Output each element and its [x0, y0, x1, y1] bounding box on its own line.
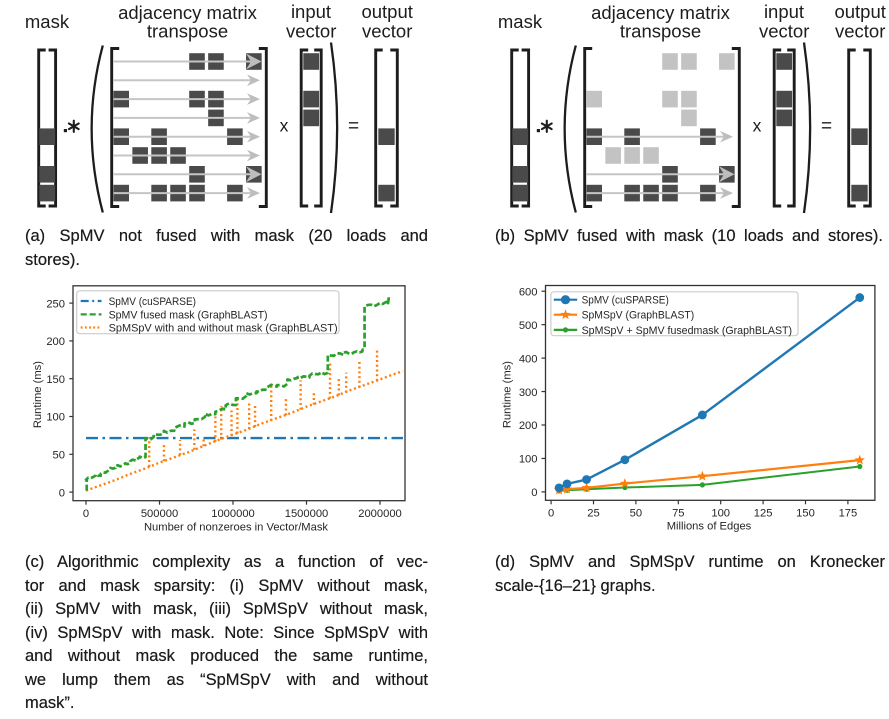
svg-text:0: 0	[548, 508, 554, 520]
svg-text:=: =	[348, 116, 359, 137]
svg-text:x: x	[753, 116, 762, 136]
svg-text:0: 0	[531, 487, 537, 499]
svg-text:input: input	[291, 1, 331, 22]
svg-text:vector: vector	[759, 20, 809, 41]
svg-text:50: 50	[630, 508, 642, 520]
svg-text:500: 500	[519, 320, 538, 332]
svg-text:adjacency matrix: adjacency matrix	[591, 2, 731, 23]
svg-text:output: output	[361, 1, 412, 22]
svg-text:600: 600	[519, 286, 538, 298]
svg-text:SpMV fused mask (GraphBLAST): SpMV fused mask (GraphBLAST)	[109, 309, 268, 321]
svg-text:175: 175	[839, 508, 858, 520]
svg-text:150: 150	[796, 508, 815, 520]
svg-text:1000000: 1000000	[211, 508, 255, 520]
svg-text:1500000: 1500000	[285, 508, 329, 520]
svg-text:vector: vector	[286, 20, 336, 41]
svg-text:vector: vector	[835, 20, 885, 41]
svg-text:0: 0	[59, 487, 65, 499]
svg-text:125: 125	[754, 508, 773, 520]
svg-text:adjacency matrix: adjacency matrix	[118, 2, 258, 23]
svg-text:0: 0	[83, 508, 89, 520]
svg-text:100: 100	[46, 412, 65, 424]
svg-text:300: 300	[519, 387, 538, 399]
svg-text:75: 75	[672, 508, 684, 520]
svg-text:SpMSpV with and without mask (: SpMSpV with and without mask (GraphBLAST…	[109, 323, 338, 335]
svg-text:output: output	[834, 1, 885, 22]
svg-text:transpose: transpose	[620, 20, 701, 41]
svg-text:500000: 500000	[141, 508, 178, 520]
svg-text:=: =	[821, 116, 832, 137]
svg-text:400: 400	[519, 353, 538, 365]
svg-text:SpMSpV (GraphBLAST): SpMSpV (GraphBLAST)	[582, 310, 695, 322]
svg-text:Runtime (ms): Runtime (ms)	[32, 361, 44, 428]
svg-text:SpMV (cuSPARSE): SpMV (cuSPARSE)	[109, 296, 196, 308]
svg-text:100: 100	[711, 508, 730, 520]
svg-text:x: x	[280, 116, 289, 136]
svg-text:Number of nonzeroes in Vector/: Number of nonzeroes in Vector/Mask	[144, 522, 328, 534]
svg-text:150: 150	[46, 374, 65, 386]
svg-text:Millions of Edges: Millions of Edges	[667, 521, 752, 533]
svg-text:transpose: transpose	[147, 20, 228, 41]
svg-text:25: 25	[587, 508, 599, 520]
svg-text:50: 50	[53, 450, 65, 462]
svg-text:vector: vector	[362, 20, 412, 41]
svg-text:250: 250	[46, 298, 65, 310]
svg-text:200: 200	[519, 420, 538, 432]
svg-text:2000000: 2000000	[358, 508, 402, 520]
svg-text:input: input	[764, 1, 804, 22]
svg-text:100: 100	[519, 454, 538, 466]
svg-text:Runtime (ms): Runtime (ms)	[501, 361, 513, 428]
svg-text:200: 200	[46, 336, 65, 348]
svg-text:SpMSpV + SpMV fusedmask (Graph: SpMSpV + SpMV fusedmask (GraphBLAST)	[582, 325, 793, 337]
svg-text:mask: mask	[25, 11, 70, 32]
svg-text:mask: mask	[498, 11, 543, 32]
svg-text:SpMV (cuSPARSE): SpMV (cuSPARSE)	[582, 295, 669, 307]
